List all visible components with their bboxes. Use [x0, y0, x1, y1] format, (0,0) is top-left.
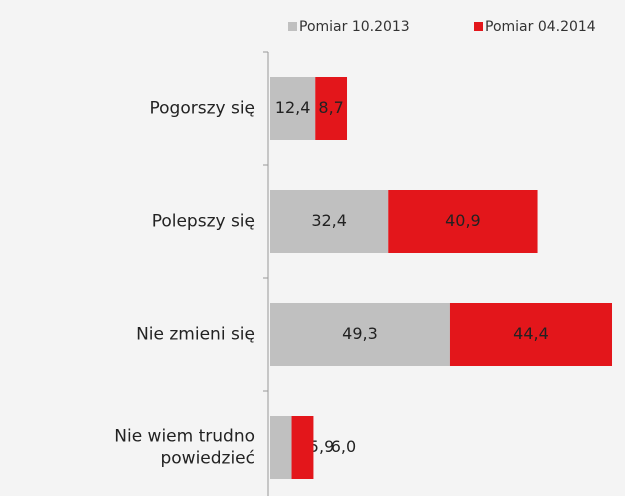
- bar-segment: [449, 303, 613, 366]
- value-label: 44,4: [513, 324, 549, 343]
- bar-segment: [388, 190, 538, 253]
- legend-label: Pomiar 04.2014: [485, 19, 596, 35]
- bar-segment: [315, 77, 348, 140]
- category-label: Nie zmieni się: [136, 325, 255, 345]
- bar-segment: [270, 416, 292, 479]
- value-label: 32,4: [311, 211, 347, 230]
- value-label: 5,9: [309, 437, 334, 456]
- bar-segment: [270, 190, 389, 253]
- value-label: 6,0: [331, 437, 356, 456]
- legend-label: Pomiar 10.2013: [299, 19, 410, 35]
- value-label: 49,3: [342, 324, 378, 343]
- bar-segment: [291, 416, 314, 479]
- legend-swatch: [288, 22, 297, 31]
- value-label: 8,7: [318, 98, 343, 117]
- category-label: Polepszy się: [152, 212, 255, 232]
- legend-swatch: [474, 22, 483, 31]
- value-label: 40,9: [445, 211, 481, 230]
- value-label: 12,4: [275, 98, 311, 117]
- category-label: Nie wiem trudno powiedzieć: [114, 427, 255, 469]
- category-label: Pogorszy się: [149, 99, 255, 119]
- bar-segment: [270, 303, 450, 366]
- bar-segment: [270, 77, 316, 140]
